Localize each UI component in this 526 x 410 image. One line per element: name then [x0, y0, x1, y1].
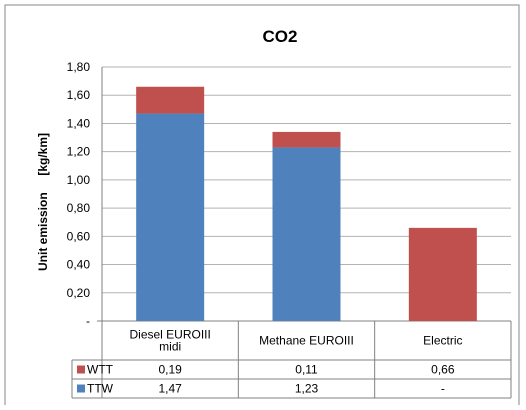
legend-label: WTT: [87, 363, 114, 377]
table-value: 1,23: [295, 382, 319, 396]
y-tick-label: 1,40: [67, 116, 91, 130]
x-category-label: Methane EUROIII: [259, 334, 354, 348]
y-tick-label: -: [86, 314, 90, 328]
y-tick-label: 1,00: [67, 173, 91, 187]
legend-label: TTW: [87, 382, 114, 396]
x-category-label: midi: [159, 340, 181, 354]
y-tick-label: 0,60: [67, 229, 91, 243]
y-tick-label: 1,20: [67, 145, 91, 159]
y-axis-label: Unit emission [kg/km]: [36, 133, 50, 271]
y-tick-label: 0,80: [67, 201, 91, 215]
bar-wtt: [408, 227, 477, 321]
bar-ttw: [136, 113, 205, 321]
table-value: 0,19: [158, 363, 182, 377]
bar-ttw: [272, 147, 341, 321]
legend-key-wtt: [77, 365, 85, 374]
table-value: -: [441, 382, 445, 396]
y-tick-label: 1,60: [67, 88, 91, 102]
table-value: 1,47: [158, 382, 182, 396]
y-tick-label: 0,20: [67, 286, 91, 300]
table-value: 0,11: [295, 363, 318, 377]
y-tick-label: 0,40: [67, 258, 91, 272]
x-category-label: Electric: [423, 334, 462, 348]
chart-title: CO2: [263, 27, 298, 46]
bar-wtt: [136, 86, 205, 114]
legend-key-ttw: [77, 384, 85, 393]
bar-wtt: [272, 131, 341, 148]
y-tick-label: 1,80: [67, 60, 91, 74]
chart-frame: [4, 4, 520, 410]
table-value: 0,66: [431, 363, 455, 377]
x-category-label: Diesel EUROIII: [129, 328, 210, 342]
